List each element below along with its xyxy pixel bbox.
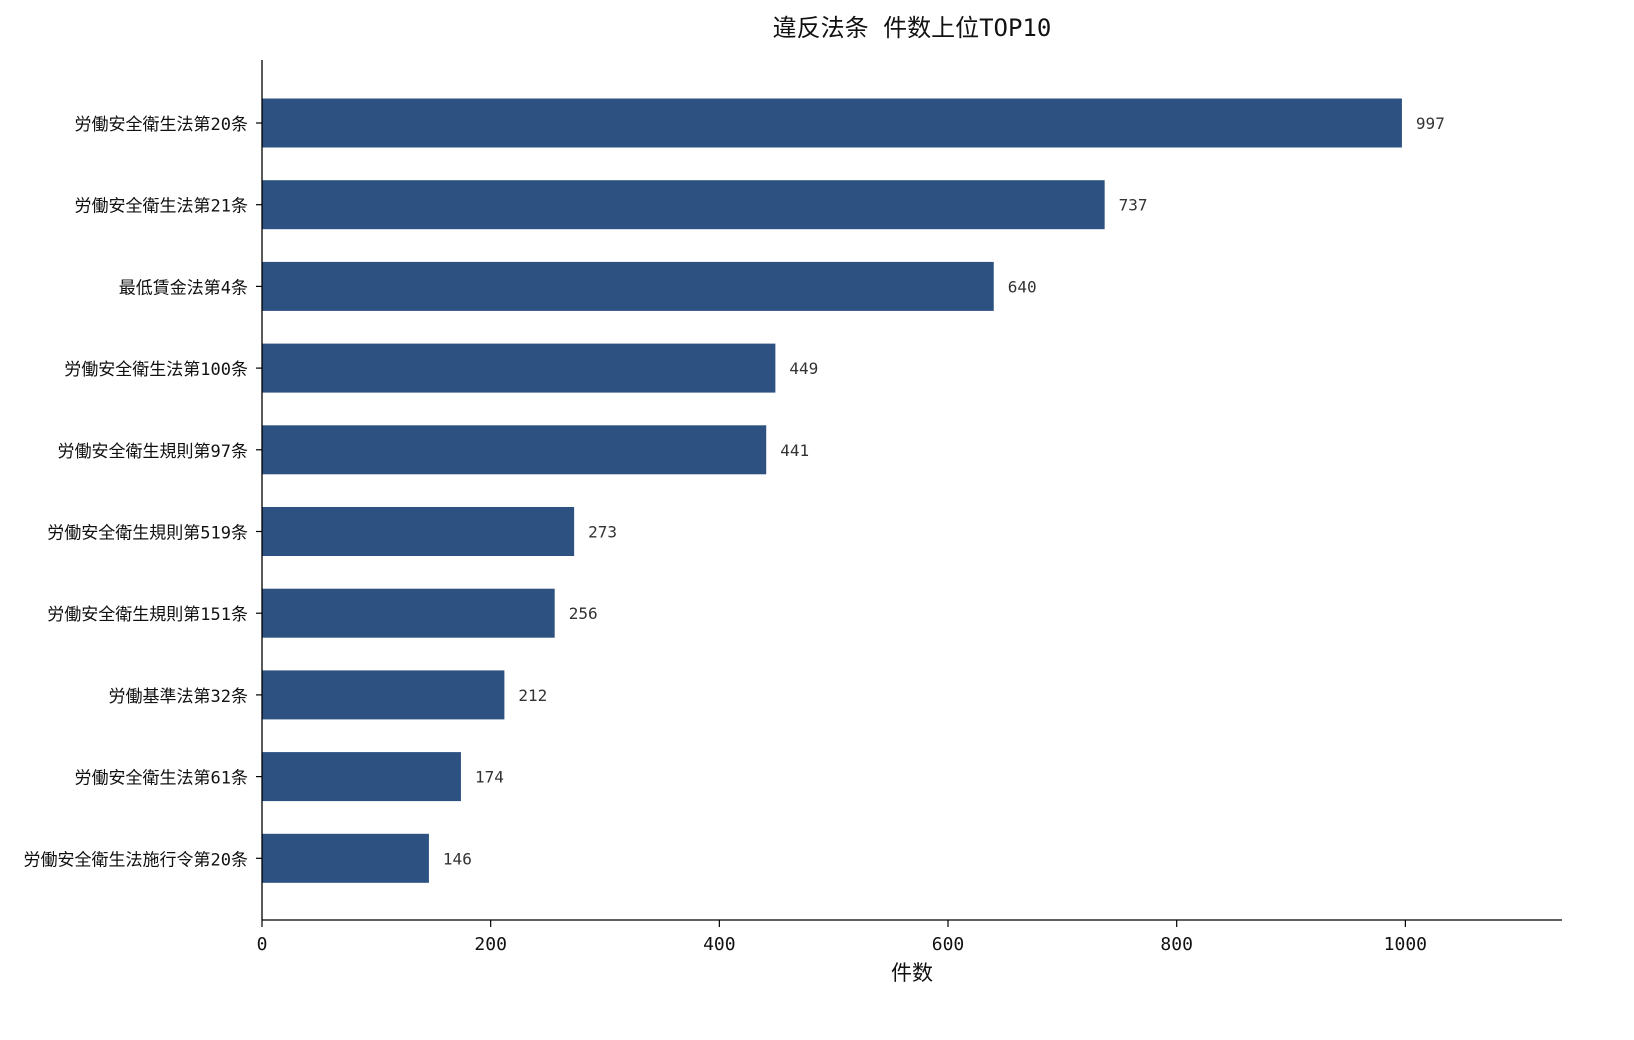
- x-tick-label: 0: [257, 934, 268, 955]
- y-tick-label: 労働安全衛生規則第519条: [47, 524, 248, 544]
- bar-value-label: 174: [475, 768, 504, 787]
- y-tick-label: 労働安全衛生規則第97条: [58, 442, 248, 462]
- bar: [262, 588, 555, 638]
- y-tick-label: 労働安全衛生法第100条: [64, 360, 248, 380]
- bar: [262, 752, 461, 802]
- x-axis-ticks: 0 200 400 600 800 1000: [257, 920, 1427, 955]
- bar: [262, 180, 1105, 230]
- x-tick-label: 1000: [1384, 934, 1427, 955]
- bar: [262, 261, 994, 311]
- y-tick-label: 労働安全衛生規則第151条: [47, 605, 248, 625]
- bar: [262, 98, 1402, 148]
- bar-value-label: 737: [1119, 196, 1148, 215]
- x-tick-label: 400: [703, 934, 736, 955]
- y-tick-label: 労働安全衛生法第21条: [75, 197, 248, 217]
- bar-value-label: 640: [1008, 277, 1037, 296]
- bars-group: [262, 98, 1402, 883]
- x-tick-label: 600: [932, 934, 965, 955]
- y-tick-label: 労働安全衛生法施行令第20条: [24, 850, 248, 870]
- bar: [262, 425, 767, 475]
- bar: [262, 833, 429, 883]
- x-axis-label: 件数: [891, 961, 933, 985]
- bar: [262, 670, 505, 720]
- y-tick-label: 労働安全衛生法第20条: [75, 115, 248, 135]
- bar-value-label: 441: [780, 441, 809, 460]
- bar-value-label: 997: [1416, 114, 1445, 133]
- bar: [262, 507, 575, 556]
- bar-value-label: 256: [569, 604, 598, 623]
- y-axis-labels: 労働安全衛生法第20条労働安全衛生法第21条最低賃金法第4条労働安全衛生法第10…: [24, 115, 262, 870]
- bar-value-label: 273: [588, 523, 617, 542]
- y-tick-label: 労働安全衛生法第61条: [75, 769, 248, 789]
- bar-value-label: 212: [518, 686, 547, 705]
- bar-value-label: 146: [443, 849, 472, 868]
- y-tick-label: 最低賃金法第4条: [119, 278, 248, 298]
- bar-value-label: 449: [789, 359, 818, 378]
- chart-title: 違反法条 件数上位TOP10: [772, 14, 1052, 42]
- bar: [262, 343, 776, 393]
- value-labels-group: 997 737 640 449 441 273 256 212 174 146: [443, 114, 1445, 868]
- y-tick-label: 労働基準法第32条: [109, 687, 248, 707]
- x-tick-label: 800: [1160, 934, 1193, 955]
- x-tick-label: 200: [474, 934, 507, 955]
